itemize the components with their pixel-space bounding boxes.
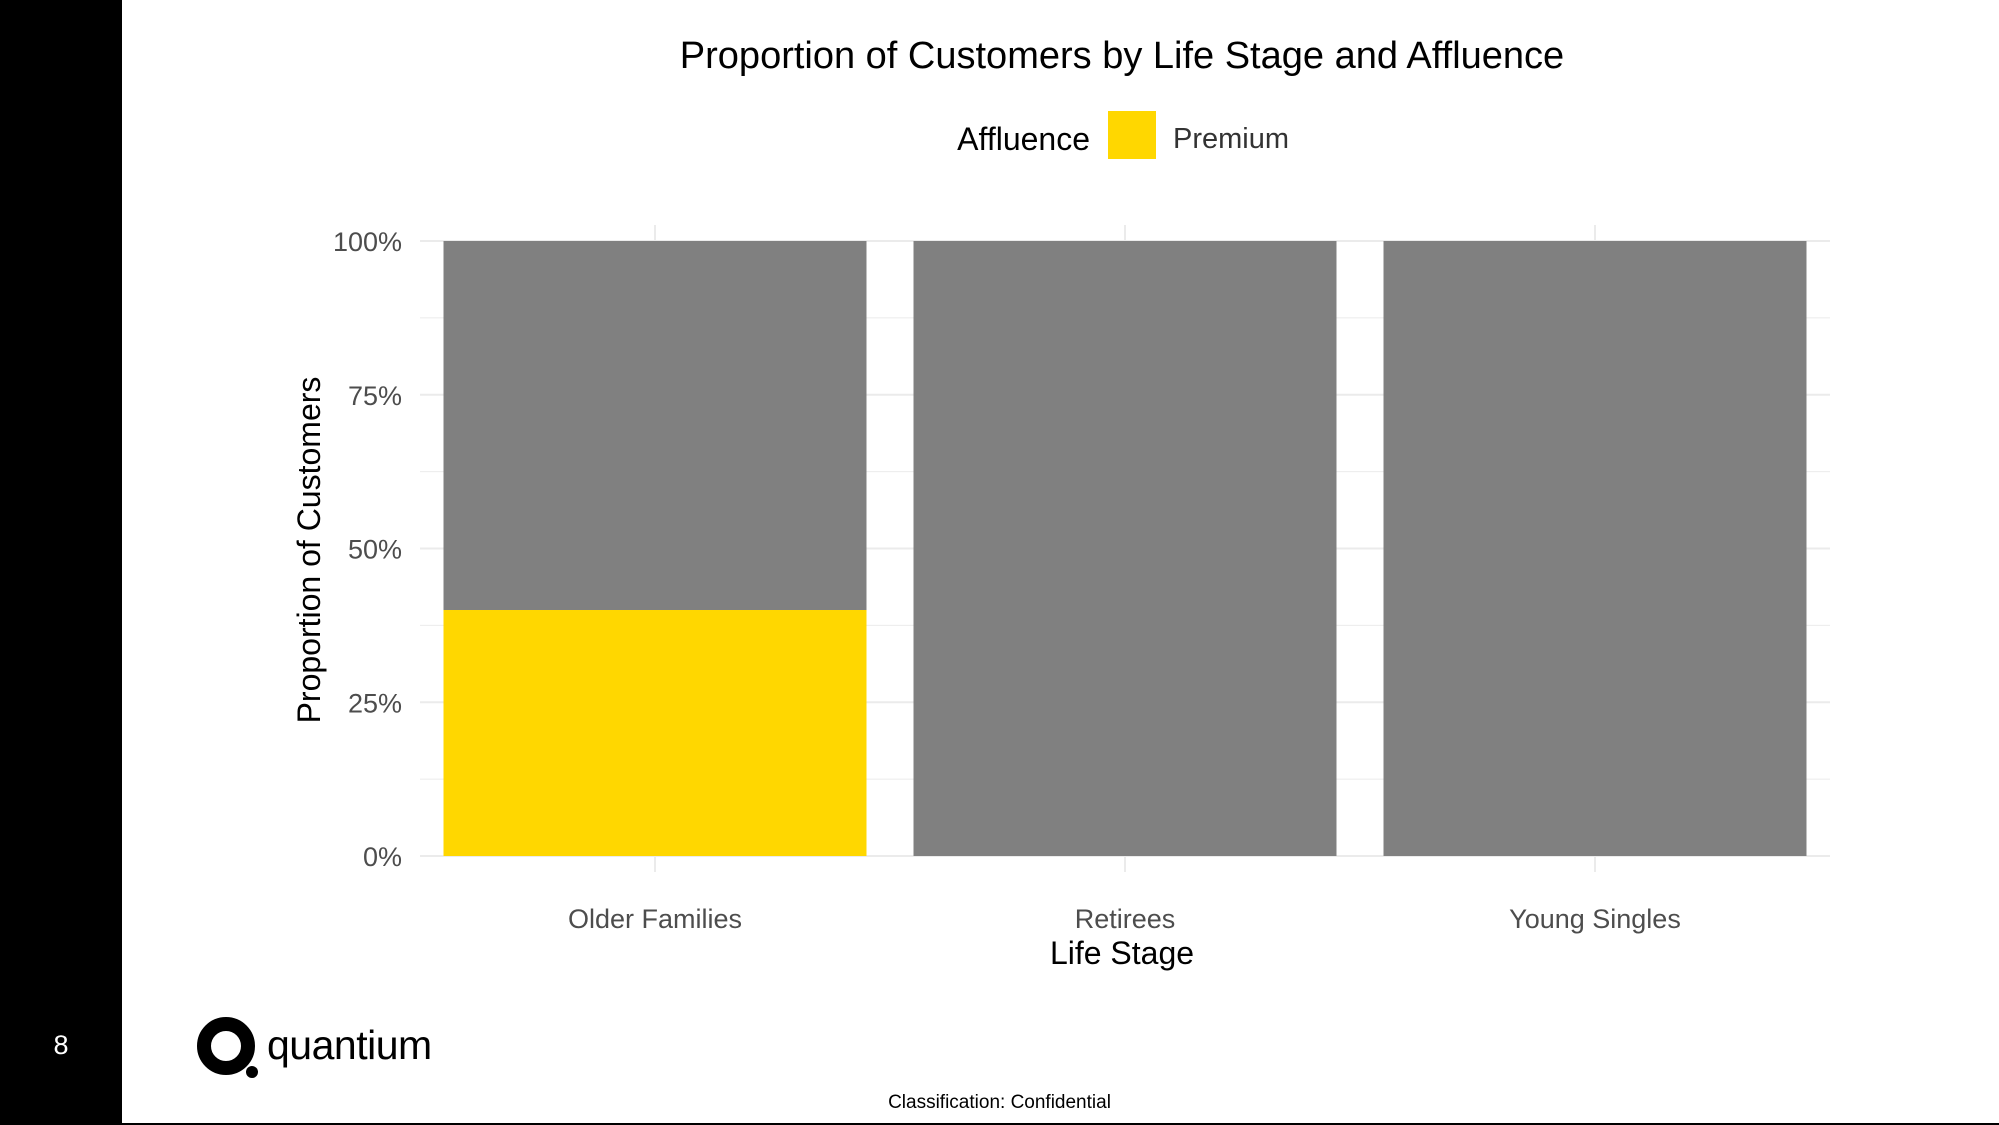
y-tick-label: 50%	[348, 535, 402, 565]
y-tick-label: 25%	[348, 688, 402, 718]
classification-label: Classification: Confidential	[888, 1092, 1111, 1113]
legend-swatch-premium	[1108, 111, 1156, 159]
quantium-logo-icon	[197, 1017, 258, 1078]
bottom-rule	[122, 1123, 1999, 1125]
bar-young-singles-segment-1	[1383, 241, 1807, 856]
bar-older-families-segment-0	[443, 610, 867, 856]
bar-older-families-segment-1	[443, 241, 867, 610]
slide-sidebar	[0, 0, 122, 1125]
bar-retirees-segment-1	[913, 241, 1337, 856]
bars-layer	[443, 241, 1807, 856]
legend-title: Affluence	[957, 121, 1090, 157]
y-tick-label: 100%	[333, 227, 402, 257]
x-axis-title: Life Stage	[1050, 935, 1194, 971]
logo-text: quantium	[267, 1022, 432, 1068]
y-tick-label: 75%	[348, 381, 402, 411]
x-tick-label: Older Families	[568, 904, 742, 934]
x-tick-label: Retirees	[1075, 904, 1176, 934]
legend-entry-premium: Premium	[1173, 123, 1289, 155]
page-number: 8	[53, 1030, 69, 1060]
labels-layer: 0% 25% 50% 75% 100% Older Families Retirees You…	[333, 227, 1681, 934]
x-tick-label: Young Singles	[1509, 904, 1681, 934]
y-tick-label: 0%	[363, 842, 402, 872]
chart-title: Proportion of Customers by Life Stage an…	[680, 35, 1564, 77]
y-axis-title: Proportion of Customers	[291, 377, 327, 724]
